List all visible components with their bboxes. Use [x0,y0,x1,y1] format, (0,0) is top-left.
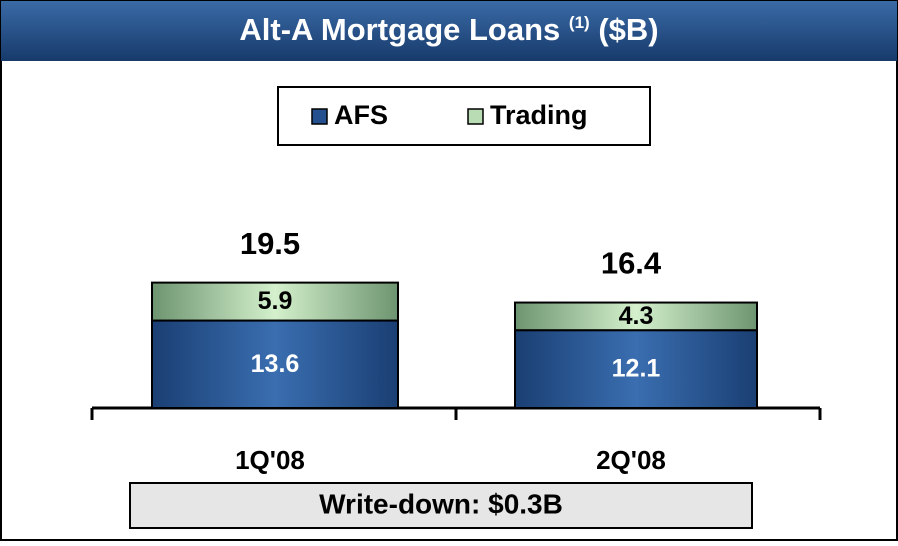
legend [277,86,651,146]
annotation: Write-down: $0.3B [319,488,563,519]
data-label: 4.3 [619,302,654,330]
bar-segment [514,301,758,332]
bar-segment [151,319,399,409]
legend-swatch [311,108,328,125]
legend-label: AFS [334,100,388,130]
annotation-box [129,482,753,529]
title-main: Alt-A Mortgage Loans [239,12,560,47]
data-label: 5.9 [258,287,293,315]
legend-swatch [467,108,484,125]
bar-segment [151,281,399,322]
legend-label: Trading [490,100,588,130]
title-note: (1) [569,13,590,32]
header [1,1,897,61]
x-tick-label: 2Q'08 [596,445,666,475]
total-label: 19.5 [240,226,300,261]
bar-segment [514,329,758,409]
data-label: 13.6 [251,350,300,378]
title-unit: ($B) [598,12,658,47]
data-label: 12.1 [612,355,661,383]
x-tick-label: 1Q'08 [235,445,305,475]
total-label: 16.4 [601,246,662,281]
chart-title: Alt-A Mortgage Loans (1) ($B) [239,4,658,47]
